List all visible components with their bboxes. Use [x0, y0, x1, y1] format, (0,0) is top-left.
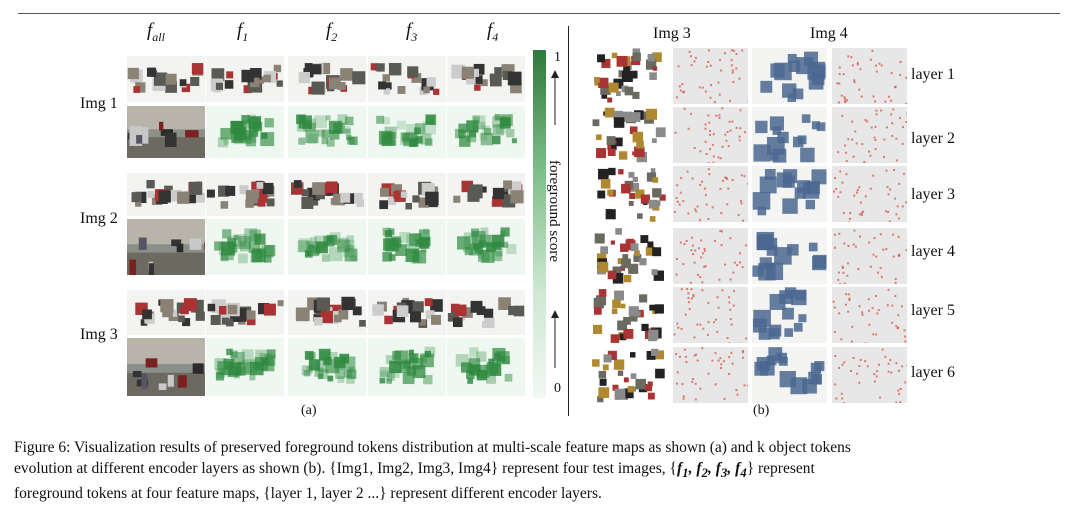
panel-b-header-img4: Img 4: [810, 25, 848, 42]
panel-divider: [568, 26, 569, 416]
panel-a-tile-r2-c1: [127, 106, 205, 158]
panel-b-tile-r4-c4: [832, 228, 907, 284]
panel-b-tile-r2-c4: [832, 107, 907, 163]
panel-a-tile-r1-c5: [447, 56, 525, 102]
col-header-f3: f3: [406, 20, 418, 44]
layer-label-2: layer 2: [911, 130, 955, 147]
panel-b-tile-r5-c1: [592, 287, 667, 343]
panel-a-tile-r5-c5: [447, 290, 525, 335]
panel-b-tile-r3-c1: [592, 166, 667, 222]
panel-a-tile-r4-c2: [206, 219, 284, 275]
panel-b-tile-r3-c3: [752, 166, 827, 222]
top-rule: [18, 13, 1060, 14]
caption-line-2-text: evolution at different encoder layers as…: [14, 460, 677, 477]
panel-b-tile-r3-c2: [673, 166, 748, 222]
colorbar-arrows: [551, 70, 559, 368]
colorbar-title: foreground score: [546, 160, 562, 263]
panel-a-tile-r1-c2: [206, 56, 284, 102]
panel-a-tile-r2-c2: [206, 106, 284, 158]
panel-a-tile-r3-c5: [447, 173, 525, 216]
colorbar-min-label: 0: [554, 381, 561, 396]
panel-b-tile-r1-c4: [832, 48, 907, 104]
panel-a-tile-r6-c2: [206, 338, 284, 396]
row-label-img2: Img 2: [80, 210, 118, 227]
panel-a-tile-r3-c2: [206, 173, 284, 216]
panel-a-tile-r5-c2: [206, 290, 284, 335]
panel-b-tile-r5-c3: [752, 287, 827, 343]
panel-a-tile-r4-c3: [288, 219, 366, 275]
panel-a-tile-r5-c3: [288, 290, 366, 335]
panel-b-tile-r1-c1: [592, 48, 667, 104]
panel-b-header-img3: Img 3: [653, 25, 691, 42]
caption-line-3: foreground tokens at four feature maps, …: [14, 485, 602, 503]
panel-b-tile-r4-c1: [592, 228, 667, 284]
panel-b-tile-r5-c4: [832, 287, 907, 343]
panel-a-tile-r4-c1: [127, 219, 205, 275]
panel-a-tile-r4-c5: [447, 219, 525, 275]
row-label-img3: Img 3: [80, 326, 118, 343]
layer-label-4: layer 4: [911, 243, 955, 260]
panel-a-tile-r3-c4: [368, 173, 446, 216]
panel-a-tile-r1-c3: [288, 56, 366, 102]
caption-f-set: f1, f2, f3, f4: [676, 460, 747, 481]
colorbar-max-label: 1: [554, 50, 561, 65]
panel-a-tile-r3-c1: [127, 173, 205, 216]
colorbar: [533, 50, 546, 398]
panel-a-tile-r1-c4: [368, 56, 446, 102]
caption-line-1: Figure 6: Visualization results of prese…: [14, 439, 851, 456]
panel-a-tile-r6-c3: [288, 338, 366, 396]
col-header-f-all: fall: [147, 20, 165, 44]
layer-label-1: layer 1: [911, 66, 955, 83]
panel-a-label: (a): [301, 403, 317, 418]
panel-b-tile-r6-c1: [592, 347, 667, 403]
row-label-img1: Img 1: [80, 95, 118, 112]
panel-b-tile-r3-c4: [832, 166, 907, 222]
panel-a-tile-r2-c4: [368, 106, 446, 158]
caption-line-2-end: } represent: [746, 460, 815, 477]
panel-b-tile-r1-c3: [752, 48, 827, 104]
panel-b-tile-r4-c2: [673, 228, 748, 284]
col-header-f1: f1: [237, 20, 249, 44]
col-header-f4: f4: [487, 20, 499, 44]
panel-b-tile-r5-c2: [673, 287, 748, 343]
panel-a-tile-r5-c4: [368, 290, 446, 335]
panel-b-tile-r2-c1: [592, 107, 667, 163]
col-header-f2: f2: [326, 20, 338, 44]
panel-a-tile-r6-c4: [368, 338, 446, 396]
panel-a-tile-r4-c4: [368, 219, 446, 275]
layer-label-5: layer 5: [911, 302, 955, 319]
panel-a-tile-r2-c5: [447, 106, 525, 158]
panel-b-tile-r1-c2: [673, 48, 748, 104]
panel-a-tile-r3-c3: [288, 173, 366, 216]
panel-b-tile-r6-c3: [752, 347, 827, 403]
panel-b-label: (b): [753, 403, 770, 418]
layer-label-6: layer 6: [911, 364, 955, 381]
panel-b-tile-r2-c2: [673, 107, 748, 163]
panel-b-tile-r6-c2: [673, 347, 748, 403]
panel-a-tile-r5-c1: [127, 290, 205, 335]
panel-a-tile-r6-c5: [447, 338, 525, 396]
panel-a-tile-r2-c3: [288, 106, 366, 158]
panel-b-tile-r2-c3: [752, 107, 827, 163]
panel-b-tile-r4-c3: [752, 228, 827, 284]
caption-line-2: evolution at different encoder layers as…: [14, 458, 1064, 483]
panel-b-tile-r6-c4: [832, 347, 907, 403]
panel-a-tile-r1-c1: [127, 56, 205, 102]
panel-a-tile-r6-c1: [127, 338, 205, 396]
figure-caption: Figure 6: Visualization results of prese…: [14, 437, 1064, 504]
layer-label-3: layer 3: [911, 186, 955, 203]
